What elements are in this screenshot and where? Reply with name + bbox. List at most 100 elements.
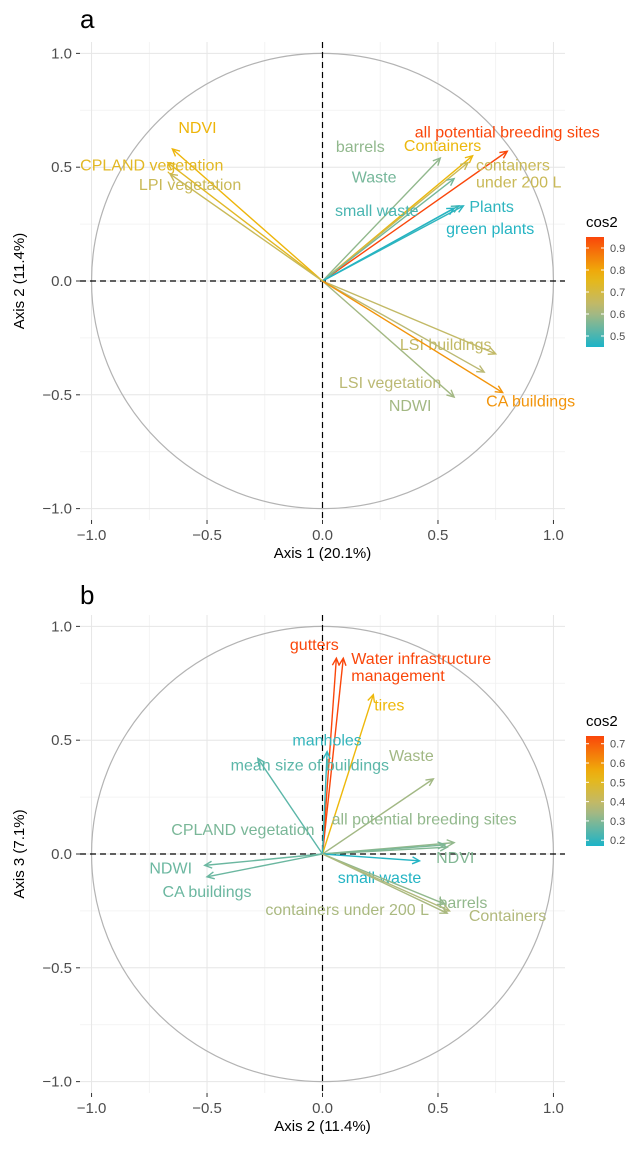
y-tick-label: 0.5	[51, 732, 72, 749]
x-tick-label: −1.0	[77, 1100, 107, 1117]
vector-label: containers under 200 L	[476, 158, 562, 192]
legend-tick-label: 0.4	[610, 797, 625, 809]
vector-label: NDWI	[389, 398, 432, 415]
vector-arrow	[322, 853, 420, 862]
vector-arrowhead	[499, 150, 509, 159]
vector-arrowhead	[439, 906, 449, 914]
legend-tick-label: 0.6	[610, 758, 625, 770]
x-tick-label: 1.0	[543, 527, 564, 544]
vector-arrowhead	[446, 207, 456, 216]
vector-label: CA buildings	[486, 394, 575, 411]
vector-arrowhead	[494, 385, 505, 394]
vector-arrowhead	[446, 177, 456, 187]
x-tick-label: 0.5	[428, 527, 449, 544]
y-tick-label: 0.5	[51, 159, 72, 176]
vector-label: LPI vegetation	[139, 177, 241, 194]
vector-arrow	[171, 148, 323, 282]
x-tick-label: 0.5	[428, 1100, 449, 1117]
panel-b-correlation-circle: −1.0 −0.5 0.0 0.5 1.0 −1.0 −0.5 0.0 0.5 1.0 Axis 2…	[0, 578, 640, 1157]
vector-label: NDVI	[436, 850, 474, 867]
vector-arrowhead	[432, 156, 442, 166]
vector-arrowhead	[203, 860, 213, 869]
vector-label: barrels	[336, 139, 385, 156]
legend-tick-label: 0.3	[610, 816, 625, 828]
vector-arrow	[322, 853, 446, 905]
vector-label: Waste	[389, 748, 434, 765]
vector-label: manholes	[292, 733, 361, 750]
legend-title: cos2	[586, 214, 618, 231]
vector-label: CPLAND vegetation	[171, 822, 314, 839]
vector-label: Containers	[404, 138, 481, 155]
vector-arrow	[322, 280, 485, 373]
vector-arrowhead	[338, 656, 347, 667]
x-tick-label: −0.5	[192, 527, 222, 544]
vector-arrow	[322, 178, 455, 282]
vector-arrow	[321, 658, 344, 855]
vector-label: small waste	[338, 870, 422, 887]
legend-title: cos2	[586, 713, 618, 730]
vector-arrow	[322, 150, 508, 282]
y-tick-label: 0.0	[51, 273, 72, 290]
legend-tick-label: 0.5	[610, 331, 625, 343]
legend-tick-label: 0.9	[610, 243, 625, 255]
vector-label: containers under 200 L	[265, 902, 429, 919]
vector-arrowhead	[168, 173, 179, 182]
vector-arrowhead	[205, 871, 215, 880]
vector-arrowhead	[446, 389, 456, 399]
vector-arrowhead	[487, 347, 498, 355]
vector-label: all potential breeding sites	[415, 124, 600, 141]
vector-arrow	[322, 280, 496, 355]
vector-arrowhead	[367, 693, 376, 703]
y-axis-title: Axis 3 (7.1%)	[11, 809, 28, 898]
vector-arrowhead	[425, 777, 435, 787]
vector-arrow	[167, 162, 323, 282]
vector-label: Waste	[352, 170, 397, 187]
chart-b-svg: −1.0 −0.5 0.0 0.5 1.0 −1.0 −0.5 0.0 0.5 1.0 Axis 2…	[11, 580, 625, 1135]
legend-colorbar	[586, 237, 604, 347]
vector-label-line: under 200 L	[476, 175, 562, 192]
vector-label: gutters	[290, 637, 339, 654]
legend-colorbar	[586, 736, 604, 846]
vector-arrowhead	[446, 839, 456, 848]
vector-label: all potential breeding sites	[332, 812, 517, 829]
vector-arrowhead	[322, 749, 331, 760]
vector-arrow	[322, 280, 504, 394]
vector-arrowhead	[411, 856, 422, 865]
panel-letter: b	[80, 580, 94, 610]
vector-arrow	[322, 846, 448, 855]
vector-label: LSI buildings	[400, 337, 492, 354]
vector-arrowhead	[171, 147, 181, 157]
y-tick-label: −1.0	[42, 501, 72, 518]
vector-arrowhead	[436, 897, 447, 906]
vector-label: NDVI	[178, 120, 216, 137]
y-tick-label: −1.0	[42, 1074, 72, 1091]
vector-label-line: management	[351, 668, 445, 685]
vector-arrow	[322, 778, 434, 855]
vector-arrow	[322, 280, 455, 398]
legend-tick-label: 0.8	[610, 265, 625, 277]
vector-arrowhead	[166, 161, 176, 171]
vector-arrowhead	[439, 843, 449, 852]
y-axis-title: Axis 2 (11.4%)	[11, 233, 28, 329]
x-tick-label: 1.0	[543, 1100, 564, 1117]
vector-arrow	[321, 157, 441, 282]
x-tick-label: −1.0	[77, 527, 107, 544]
vector-label: mean size of buildings	[231, 757, 389, 774]
x-tick-label: 0.0	[312, 1100, 333, 1117]
vector-label: Containers	[469, 908, 546, 925]
legend-tick-label: 0.7	[610, 739, 625, 751]
vector-arrowhead	[476, 365, 486, 373]
y-tick-label: 1.0	[51, 45, 72, 62]
vector-label: Plants	[469, 199, 513, 216]
vector-label: CA buildings	[163, 884, 252, 901]
vector-arrow	[206, 853, 323, 878]
y-tick-label: 1.0	[51, 618, 72, 635]
vector-label: Water infrastructure management	[351, 651, 491, 685]
x-axis-title: Axis 2 (11.4%)	[274, 1118, 370, 1135]
vector-arrowhead	[460, 161, 470, 171]
x-tick-label: −0.5	[192, 1100, 222, 1117]
y-tick-label: −0.5	[42, 387, 72, 404]
vector-label: NDWI	[149, 860, 192, 877]
legend-tick-label: 0.6	[610, 309, 625, 321]
vector-arrowhead	[331, 656, 340, 666]
